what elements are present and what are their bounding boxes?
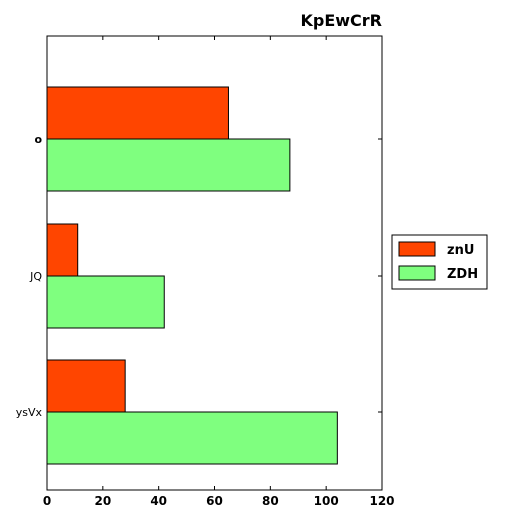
legend: znU ZDH <box>391 234 488 290</box>
y-axis: o JQ ysVx <box>16 133 382 419</box>
y-tick-label-jq: JQ <box>29 270 42 283</box>
bar-zdh-jq <box>46 275 165 329</box>
x-tick-label: 40 <box>150 494 167 508</box>
bar-znu-jq <box>46 223 79 277</box>
y-tick-label-ysvx: ysVx <box>16 406 43 419</box>
x-tick-label: 60 <box>206 494 223 508</box>
x-tick-label: 120 <box>369 494 394 508</box>
x-tick-label: 80 <box>262 494 279 508</box>
x-tick-label: 20 <box>94 494 111 508</box>
legend-swatch-znu <box>398 241 436 257</box>
bars-group <box>46 86 338 465</box>
y-tick-label-o: o <box>34 133 42 146</box>
bar-znu-ysvx <box>46 359 126 413</box>
bar-zdh-ysvx <box>46 411 338 465</box>
bar-zdh-o <box>46 138 291 192</box>
legend-label-zdh: ZDH <box>447 267 478 282</box>
legend-swatch-zdh <box>398 265 436 281</box>
chart-title: KpEwCrR <box>300 11 382 30</box>
bar-znu-o <box>46 86 229 140</box>
x-tick-label: 0 <box>43 494 51 508</box>
legend-label-znu: znU <box>447 243 474 258</box>
x-axis: 0 20 40 60 80 100 120 <box>43 36 395 508</box>
x-tick-label: 100 <box>314 494 339 508</box>
